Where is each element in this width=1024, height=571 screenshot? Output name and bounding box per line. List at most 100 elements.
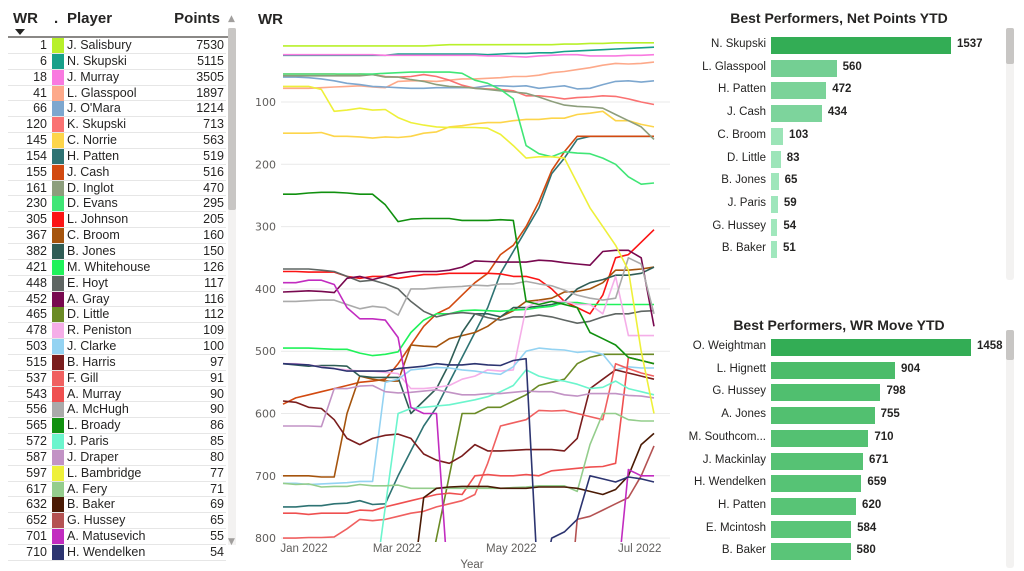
series-line-j-salisbury[interactable] xyxy=(283,41,654,47)
bar[interactable] xyxy=(771,407,875,425)
bar[interactable] xyxy=(771,452,864,470)
table-row[interactable]: 1 J. Salisbury 7530 xyxy=(8,38,226,54)
scroll-up-icon[interactable]: ▲ xyxy=(228,14,235,24)
series-line-f-gill[interactable] xyxy=(283,362,655,539)
bar-row[interactable]: L. Glasspool 560 xyxy=(680,58,1010,80)
series-line-c-norrie[interactable] xyxy=(283,110,655,139)
wr-move-scrollbar-thumb[interactable] xyxy=(1006,330,1014,360)
bar[interactable] xyxy=(771,543,851,561)
column-header-points[interactable]: Points xyxy=(174,10,220,27)
table-row[interactable]: 617 A. Fery 71 xyxy=(8,481,226,498)
series-line-a-fery[interactable] xyxy=(282,412,654,493)
bar-row[interactable]: L. Hignett 904 xyxy=(680,360,1010,382)
bar-row[interactable]: H. Patten 472 xyxy=(680,80,1010,102)
table-row[interactable]: 543 A. Murray 90 xyxy=(8,386,226,403)
series-line-r-peniston[interactable] xyxy=(283,275,654,390)
bar[interactable] xyxy=(771,218,778,236)
bar[interactable] xyxy=(771,497,857,515)
table-row[interactable]: 66 J. O'Mara 1214 xyxy=(8,101,226,118)
table-row[interactable]: 41 L. Glasspool 1897 xyxy=(8,85,226,102)
wr-move-scrollbar[interactable] xyxy=(1006,330,1014,568)
series-line-b-jones[interactable] xyxy=(282,266,655,415)
bar[interactable] xyxy=(771,241,777,259)
bar[interactable] xyxy=(771,475,862,493)
series-line-c-broom[interactable] xyxy=(283,266,655,478)
series-line-b-baker[interactable] xyxy=(283,432,655,571)
table-row[interactable]: 701 A. Matusevich 55 xyxy=(8,529,226,545)
bar-row[interactable]: C. Broom 103 xyxy=(680,126,1010,148)
sort-descending-icon[interactable] xyxy=(15,29,25,35)
bar[interactable] xyxy=(771,384,881,402)
series-line-l-glasspool[interactable] xyxy=(283,61,655,90)
bar[interactable] xyxy=(771,339,971,356)
table-row[interactable]: 537 F. Gill 91 xyxy=(8,370,226,387)
series-line-g-hussey[interactable] xyxy=(283,445,655,571)
bar-row[interactable]: J. Cash 434 xyxy=(680,103,1010,125)
series-line-a-matusevich[interactable] xyxy=(283,279,654,571)
table-row[interactable]: 556 A. McHugh 90 xyxy=(8,402,226,419)
series-line-a-murray[interactable] xyxy=(283,356,655,516)
bar-row[interactable]: B. Jones 65 xyxy=(680,171,1010,193)
table-row[interactable]: 587 J. Draper 80 xyxy=(8,449,226,466)
table-row[interactable]: 382 B. Jones 150 xyxy=(8,243,226,260)
series-line-e-hoyt[interactable] xyxy=(283,268,655,325)
series-line-d-little[interactable] xyxy=(283,353,654,571)
bar[interactable] xyxy=(771,173,779,191)
table-row[interactable]: 478 R. Peniston 109 xyxy=(8,323,226,340)
bar[interactable] xyxy=(771,82,827,100)
bar-row[interactable]: N. Skupski 1537 xyxy=(680,35,1010,57)
table-row[interactable]: 367 C. Broom 160 xyxy=(8,228,226,244)
scroll-down-icon[interactable]: ▼ xyxy=(228,537,235,547)
bar[interactable] xyxy=(771,59,837,77)
bar[interactable] xyxy=(771,37,951,54)
series-line-j-draper[interactable] xyxy=(283,384,655,428)
table-row[interactable]: 6 N. Skupski 5115 xyxy=(8,53,226,70)
series-line-h-wendelken[interactable] xyxy=(282,357,655,571)
table-row[interactable]: 145 C. Norrie 563 xyxy=(8,133,226,149)
table-row[interactable]: 503 J. Clarke 100 xyxy=(8,339,226,355)
series-line-l-bambridge[interactable] xyxy=(283,85,655,414)
series-line-d-inglot[interactable] xyxy=(283,73,655,140)
table-row[interactable]: 632 B. Baker 69 xyxy=(8,497,226,514)
table-row[interactable]: 465 D. Little 112 xyxy=(8,307,226,324)
bar[interactable] xyxy=(771,105,822,123)
column-header-player[interactable]: Player xyxy=(67,10,113,27)
bar-row[interactable]: H. Wendelken 659 xyxy=(680,473,1010,495)
bar-row[interactable]: G. Hussey 798 xyxy=(680,382,1010,404)
table-row[interactable]: 652 G. Hussey 65 xyxy=(8,513,226,530)
bar-row[interactable]: H. Patten 620 xyxy=(680,496,1010,518)
table-row[interactable]: 515 B. Harris 97 xyxy=(8,354,226,371)
table-row[interactable]: 421 M. Whitehouse 126 xyxy=(8,259,226,276)
bar-row[interactable]: E. Mcintosh 584 xyxy=(680,519,1010,541)
column-header-color[interactable]: . xyxy=(54,10,59,27)
column-header-wr[interactable]: WR xyxy=(13,10,38,27)
table-row[interactable]: 452 A. Gray 116 xyxy=(8,291,226,308)
bar-row[interactable]: O. Weightman 1458 xyxy=(680,337,1010,359)
table-row[interactable]: 18 J. Murray 3505 xyxy=(8,69,226,86)
series-line-d-evans[interactable] xyxy=(283,71,655,185)
table-row[interactable]: 155 J. Cash 516 xyxy=(8,164,226,181)
bar[interactable] xyxy=(771,429,869,447)
table-row[interactable]: 710 H. Wendelken 54 xyxy=(8,545,226,561)
bar[interactable] xyxy=(771,361,895,379)
series-line-j-clarke[interactable] xyxy=(283,347,654,486)
table-row[interactable]: 154 H. Patten 519 xyxy=(8,148,226,165)
bar-row[interactable]: D. Little 83 xyxy=(680,149,1010,171)
series-line-a-gray[interactable] xyxy=(282,249,655,327)
table-row[interactable]: 448 E. Hoyt 117 xyxy=(8,275,226,292)
bar[interactable] xyxy=(771,127,784,145)
bar-row[interactable]: J. Mackinlay 671 xyxy=(680,451,1010,473)
series-line-j-murray[interactable] xyxy=(283,53,655,58)
table-row[interactable]: 161 D. Inglot 470 xyxy=(8,180,226,197)
net-points-scrollbar[interactable] xyxy=(1006,28,1014,280)
bar-row[interactable]: M. Southcom... 710 xyxy=(680,428,1010,450)
table-row[interactable]: 305 L. Johnson 205 xyxy=(8,212,226,229)
table-row[interactable]: 597 L. Bambridge 77 xyxy=(8,465,226,482)
net-points-scrollbar-thumb[interactable] xyxy=(1006,28,1014,64)
series-line-b-harris[interactable] xyxy=(282,369,655,465)
series-line-l-broady[interactable] xyxy=(283,191,655,365)
table-row[interactable]: 230 D. Evans 295 xyxy=(8,196,226,213)
table-scrollbar[interactable] xyxy=(228,28,236,545)
bar-row[interactable]: G. Hussey 54 xyxy=(680,217,1010,239)
table-row[interactable]: 120 K. Skupski 713 xyxy=(8,117,226,134)
